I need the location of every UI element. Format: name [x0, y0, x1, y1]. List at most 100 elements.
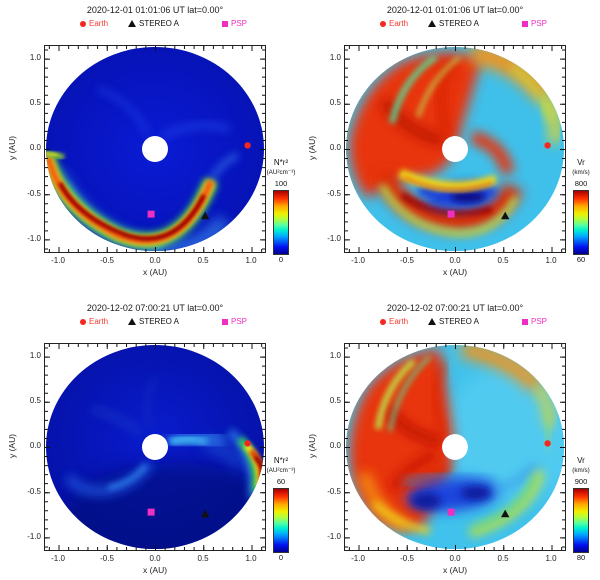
x-tick: 0.0	[449, 256, 461, 265]
y-axis-label: y (AU)	[307, 433, 317, 459]
legend-item-earth: Earth	[380, 19, 408, 28]
earth-legend-label: Earth	[389, 19, 409, 28]
legend-item-stereo: STEREO A	[428, 317, 479, 326]
y-tick: 0.5	[29, 98, 41, 107]
y-tick: -1.0	[27, 234, 41, 243]
psp-marker	[147, 210, 155, 218]
legend-item-earth: Earth	[380, 317, 408, 326]
panel-density-t2: 2020-12-02 07:00:21 UT lat=0.00° Earth S…	[0, 298, 300, 580]
y-tick: -0.5	[27, 487, 41, 496]
psp-legend-label: PSP	[231, 317, 248, 326]
x-axis-label: x (AU)	[442, 565, 468, 575]
x-axis-label: x (AU)	[142, 267, 168, 277]
velocity-map-t1	[344, 45, 566, 253]
earth-marker	[544, 440, 551, 447]
y-axis-label: y (AU)	[307, 135, 317, 161]
colorbar-min: 60	[576, 255, 586, 264]
colorbar-units: (AU²cm⁻³)	[266, 467, 296, 474]
x-axis-label: x (AU)	[442, 267, 468, 277]
x-tick: 1.0	[545, 554, 557, 563]
stereo-marker	[201, 211, 210, 220]
colorbar	[273, 488, 289, 553]
y-axis-label: y (AU)	[7, 433, 17, 459]
earth-legend-icon	[380, 318, 386, 325]
psp-legend-label: PSP	[531, 317, 548, 326]
legend-item-earth: Earth	[80, 19, 108, 28]
colorbar	[573, 190, 589, 255]
earth-legend-icon	[80, 20, 86, 27]
earth-legend-label: Earth	[389, 317, 409, 326]
colorbar-max: 800	[574, 179, 588, 188]
earth-marker	[244, 440, 251, 447]
legend-item-earth: Earth	[80, 317, 108, 326]
x-tick: 1.0	[245, 256, 257, 265]
colorbar-max: 900	[574, 477, 588, 486]
y-tick: -0.5	[327, 189, 341, 198]
panel-velocity-t2: 2020-12-02 07:00:21 UT lat=0.00° Earth S…	[300, 298, 600, 580]
x-tick: 1.0	[545, 256, 557, 265]
colorbar-label: N*r²	[273, 158, 289, 167]
psp-legend-icon	[222, 20, 228, 27]
x-tick: -1.0	[351, 554, 365, 563]
stereo-legend-icon	[128, 318, 136, 325]
stereo-legend-label: STEREO A	[139, 19, 180, 28]
y-tick: -1.0	[327, 532, 341, 541]
psp-marker	[447, 508, 455, 516]
panel-title: 2020-12-02 07:00:21 UT lat=0.00°	[386, 303, 524, 313]
stereo-legend-label: STEREO A	[139, 317, 180, 326]
x-tick: 0.5	[197, 554, 209, 563]
legend-item-stereo: STEREO A	[428, 19, 479, 28]
colorbar-min: 0	[278, 553, 284, 562]
panel-density-t1: 2020-12-01 01:01:06 UT lat=0.00° Earth S…	[0, 0, 300, 282]
earth-marker	[244, 142, 251, 149]
colorbar-max: 100	[274, 179, 288, 188]
x-tick: 0.0	[149, 256, 161, 265]
psp-marker	[447, 210, 455, 218]
y-tick: 1.0	[29, 351, 41, 360]
y-tick: -0.5	[27, 189, 41, 198]
y-tick: 0.0	[329, 441, 341, 450]
stereo-legend-icon	[128, 20, 136, 27]
x-tick: -0.5	[400, 256, 414, 265]
earth-marker	[544, 142, 551, 149]
y-tick: 0.0	[329, 143, 341, 152]
density-map-t1	[44, 45, 266, 253]
colorbar-units: (km/s)	[572, 169, 590, 176]
colorbar-min: 80	[576, 553, 586, 562]
psp-legend-icon	[222, 318, 228, 325]
x-tick: -0.5	[100, 554, 114, 563]
colorbar-units: (AU²cm⁻³)	[266, 169, 296, 176]
y-axis-label: y (AU)	[7, 135, 17, 161]
legend: Earth STEREO A PSP	[0, 317, 300, 329]
stereo-legend-icon	[428, 20, 436, 27]
psp-legend-icon	[522, 318, 528, 325]
y-tick: 1.0	[329, 351, 341, 360]
panel-title: 2020-12-02 07:00:21 UT lat=0.00°	[86, 303, 224, 313]
x-tick: 0.5	[197, 256, 209, 265]
psp-legend-label: PSP	[231, 19, 248, 28]
earth-legend-icon	[380, 20, 386, 27]
density-map-t2	[44, 343, 266, 551]
stereo-legend-label: STEREO A	[439, 19, 480, 28]
colorbar-label: N*r²	[273, 456, 289, 465]
colorbar-label: Vr	[577, 456, 585, 465]
earth-legend-icon	[80, 318, 86, 325]
colorbar	[273, 190, 289, 255]
colorbar-label: Vr	[577, 158, 585, 167]
earth-legend-label: Earth	[89, 317, 109, 326]
x-tick: -1.0	[51, 256, 65, 265]
x-tick: -0.5	[400, 554, 414, 563]
panel-velocity-t1: 2020-12-01 01:01:06 UT lat=0.00° Earth S…	[300, 0, 600, 282]
colorbar-units: (km/s)	[572, 467, 590, 474]
y-tick: -1.0	[27, 532, 41, 541]
psp-marker	[147, 508, 155, 516]
y-tick: 1.0	[29, 53, 41, 62]
stereo-marker	[501, 509, 510, 518]
y-tick: 0.5	[29, 396, 41, 405]
y-tick: 0.0	[29, 143, 41, 152]
y-tick: 0.0	[29, 441, 41, 450]
stereo-legend-label: STEREO A	[439, 317, 480, 326]
x-tick: 0.0	[149, 554, 161, 563]
panel-title: 2020-12-01 01:01:06 UT lat=0.00°	[86, 5, 224, 15]
earth-legend-label: Earth	[89, 19, 109, 28]
